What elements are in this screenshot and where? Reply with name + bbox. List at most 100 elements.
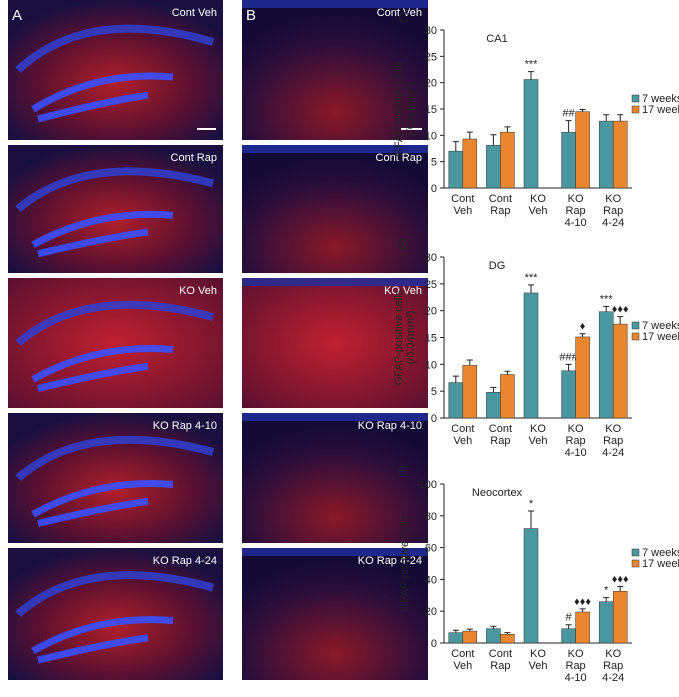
significance-mark: * <box>529 498 534 510</box>
y-axis-label: GFAP-positive cells <box>393 61 405 157</box>
x-tick-label: Veh <box>453 435 472 447</box>
bar <box>612 591 628 644</box>
dentate-gyrus <box>31 210 174 258</box>
bar <box>448 150 464 189</box>
hippocampal-layer <box>15 24 215 73</box>
bar <box>575 336 590 419</box>
y-axis-label: (/0.04mm²) <box>405 311 417 365</box>
x-tick-label: 4-24 <box>602 217 624 229</box>
bar <box>462 630 478 644</box>
bar <box>486 628 501 644</box>
error-bar <box>504 126 511 133</box>
error-bar <box>579 333 586 337</box>
bar <box>523 292 539 419</box>
bar <box>486 391 501 419</box>
significance-mark: *** <box>600 293 614 305</box>
bar <box>561 628 576 644</box>
x-tick-label: 4-24 <box>602 672 624 684</box>
y-tick-label: 25 <box>425 279 437 291</box>
significance-mark: ♦♦♦ <box>612 574 629 586</box>
significance-mark: ### <box>559 351 578 363</box>
bar <box>561 370 576 419</box>
x-tick-label: Rap <box>603 660 623 672</box>
y-tick-label: 80 <box>425 511 437 523</box>
bar <box>500 374 515 419</box>
micrograph <box>242 0 428 140</box>
significance-mark: ♦♦♦ <box>574 596 591 608</box>
bar <box>561 131 576 189</box>
x-tick-label: 4-24 <box>602 447 624 459</box>
bar <box>448 382 464 419</box>
chart-title: Neocortex <box>472 487 523 499</box>
bar <box>575 111 590 189</box>
bar <box>500 131 515 189</box>
legend-label: 7 weeks <box>642 93 679 105</box>
micrographs: Cont Veh Cont Rap KO Veh KO Rap 4-10 KO Rap … <box>8 0 428 680</box>
error-bar <box>617 586 624 592</box>
significance-mark: ♦ <box>580 321 586 333</box>
bar <box>612 120 628 189</box>
legend-label: 17 weeks <box>642 331 679 343</box>
y-axis-label: GFAP-positive cells <box>393 289 405 385</box>
error-bar <box>565 363 572 371</box>
x-tick-label: Cont <box>451 648 474 660</box>
hippocampal-layer <box>15 571 215 618</box>
error-bar <box>528 284 534 293</box>
legend-swatch <box>631 321 640 330</box>
legend-label: 7 weeks <box>642 547 679 559</box>
x-tick-label: KO <box>568 423 584 435</box>
micrograph <box>242 145 428 273</box>
y-tick-label: 100 <box>419 479 437 491</box>
x-tick-label: Rap <box>603 435 623 447</box>
legend-label: 17 weeks <box>642 558 679 570</box>
x-tick-label: KO <box>605 423 621 435</box>
pial-surface <box>242 145 428 153</box>
bar <box>486 145 501 189</box>
significance-mark: * <box>604 585 609 597</box>
significance-mark: *** <box>525 59 539 71</box>
error-bar <box>565 120 572 133</box>
image-label: KO Rap 4-10 <box>153 420 217 432</box>
image-label: KO Rap 4-24 <box>358 555 422 567</box>
legend-label: 17 weeks <box>642 104 679 116</box>
y-axis-label: GFAP-positive cells <box>399 515 411 611</box>
error-bar <box>603 305 610 312</box>
pial-surface <box>242 278 428 286</box>
error-bar <box>565 624 572 629</box>
image-label: KO Veh <box>179 285 217 297</box>
error-bar <box>617 316 624 325</box>
y-tick-label: 15 <box>425 104 437 116</box>
x-tick-label: 4-10 <box>565 447 587 459</box>
hippocampal-layer <box>15 300 215 347</box>
y-tick-label: 20 <box>425 78 437 90</box>
y-tick-label: 0 <box>431 183 437 195</box>
y-tick-label: 10 <box>425 130 437 142</box>
micrograph <box>242 278 428 408</box>
x-tick-label: Rap <box>490 435 510 447</box>
y-tick-label: 20 <box>425 606 437 618</box>
x-tick-label: KO <box>530 193 546 205</box>
image-label: Cont Rap <box>171 152 217 164</box>
significance-mark: ♦♦♦ <box>612 304 629 316</box>
dentate-gyrus <box>31 480 174 527</box>
x-tick-label: KO <box>568 193 584 205</box>
x-tick-label: Veh <box>529 660 548 672</box>
error-bar <box>504 370 511 375</box>
error-bar <box>603 114 610 122</box>
error-bar <box>579 608 586 612</box>
dentate-gyrus <box>31 345 174 392</box>
error-bar <box>490 134 497 146</box>
x-tick-label: Veh <box>529 205 548 217</box>
y-tick-label: 25 <box>425 51 437 63</box>
bar <box>598 311 614 419</box>
panel-letter: A <box>12 7 22 24</box>
chart-title: DG <box>489 260 506 272</box>
bar <box>575 611 590 644</box>
bar <box>462 138 478 189</box>
x-tick-label: KO <box>605 648 621 660</box>
x-tick-label: Cont <box>451 193 474 205</box>
bar <box>598 120 614 189</box>
image-label: Cont Veh <box>172 7 217 19</box>
hippocampal-layer <box>15 167 215 213</box>
